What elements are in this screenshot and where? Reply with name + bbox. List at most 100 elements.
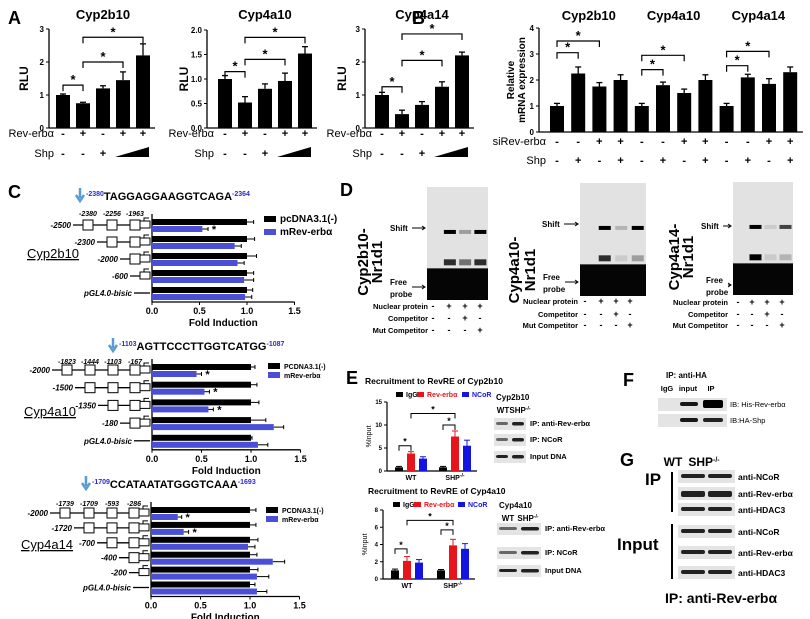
condition-label: Competitor bbox=[388, 314, 428, 323]
blot-band bbox=[681, 507, 705, 511]
condition-mark: - bbox=[766, 320, 769, 330]
panel-letter-F: F bbox=[623, 370, 634, 390]
category-name: SHP bbox=[445, 475, 460, 482]
construct-label: -200 bbox=[111, 569, 128, 578]
legend-swatch bbox=[393, 502, 400, 507]
bar-igg bbox=[391, 570, 399, 579]
gel-row-label: IP: anti-Rev-erbα bbox=[530, 419, 590, 428]
gel-title: Cyp4a10 bbox=[499, 501, 532, 510]
bar-rev-erbα bbox=[403, 560, 411, 579]
condition-mark: + bbox=[462, 301, 467, 311]
legend-label: mRev-erbα bbox=[280, 227, 333, 238]
arrow-down-icon bbox=[80, 476, 92, 492]
free-probe-band bbox=[427, 268, 488, 300]
blot-band bbox=[708, 529, 732, 533]
condition-label: Mut Competitor bbox=[373, 326, 428, 335]
probe-label: Cyp4a10- bbox=[506, 237, 523, 304]
arrow-right-icon bbox=[412, 284, 426, 290]
tss-arrow-icon bbox=[143, 234, 149, 238]
condition-mark: - bbox=[737, 320, 740, 330]
tss-arrow-icon bbox=[143, 217, 149, 221]
significance-star: * bbox=[429, 21, 435, 36]
condition-mark: - bbox=[464, 325, 467, 335]
bar-rev-erba bbox=[152, 260, 238, 266]
increasing-dose-ramp bbox=[277, 147, 311, 157]
co-ip-panel: IP: anti-HA IgG input IP IB: His-Rev-erbα IB:… bbox=[658, 371, 786, 427]
blot-band bbox=[512, 455, 524, 459]
bar-rev-erbα bbox=[449, 545, 457, 579]
revre-site-box bbox=[107, 399, 119, 411]
blot-band bbox=[703, 400, 723, 408]
lane-name: WT bbox=[497, 406, 510, 415]
chip-pcr-gel: Cyp2b10 WT SHP-/- IP: anti-Rev-erbα IP: NCoR… bbox=[494, 393, 590, 463]
bar-rev-erba bbox=[152, 424, 274, 431]
revre-site-box bbox=[129, 236, 141, 248]
bar-rev-erba bbox=[152, 243, 235, 249]
arrow-right-icon bbox=[565, 279, 579, 285]
arrow-right-icon bbox=[727, 282, 732, 288]
bar-rev-erba bbox=[151, 543, 249, 550]
x-tick-label: 1.0 bbox=[244, 601, 257, 611]
free-probe-band bbox=[580, 264, 646, 296]
sequence-text: CCATAATATGGGTCAAA bbox=[110, 479, 238, 491]
bar bbox=[136, 55, 150, 128]
bar bbox=[455, 55, 469, 128]
y-tick-label: 15 bbox=[375, 400, 382, 406]
condition-mark: + bbox=[617, 136, 623, 148]
significance-bracket bbox=[442, 424, 456, 430]
bar-rev-erbα bbox=[407, 453, 415, 471]
blot-band bbox=[680, 402, 698, 406]
sequence-text: AGTTCCCTTGGTCATGG bbox=[137, 341, 267, 353]
revre-site-box bbox=[129, 253, 141, 265]
significance-bracket bbox=[641, 54, 685, 62]
condition-mark: - bbox=[223, 148, 227, 160]
revre-site-box bbox=[129, 417, 141, 429]
blot-band bbox=[681, 529, 705, 533]
blot-band bbox=[681, 570, 705, 574]
blot-band bbox=[708, 507, 732, 511]
chart-E-Cyp2b10: Recruitment to RevRE of Cyp2b10 IgG Rev-er… bbox=[365, 376, 503, 482]
shift-band bbox=[779, 224, 792, 229]
x-tick-label: 0.0 bbox=[146, 306, 159, 316]
bar-igg bbox=[439, 467, 447, 471]
blot-band bbox=[521, 551, 539, 555]
construct-label: pGL4.0-bisic bbox=[83, 437, 133, 446]
significance-star: * bbox=[431, 405, 435, 415]
significance-star: * bbox=[192, 527, 197, 539]
condition-mark: + bbox=[459, 128, 465, 140]
condition-mark: - bbox=[781, 309, 784, 319]
construct-label: -2500 bbox=[51, 221, 72, 230]
chart-title: Cyp4a10 bbox=[238, 7, 291, 22]
gel-row-label: IP: anti-Rev-erbα bbox=[545, 524, 605, 533]
probe-label: Nr1d1 bbox=[522, 249, 539, 292]
lane-label: IgG bbox=[661, 384, 674, 393]
significance-bracket bbox=[381, 86, 403, 93]
condition-label: Rev-erbα bbox=[169, 128, 215, 140]
significance-star: * bbox=[419, 47, 425, 62]
shift-band bbox=[598, 225, 611, 230]
legend-swatch bbox=[266, 507, 278, 513]
condition-mark: + bbox=[419, 148, 425, 160]
condition-mark: - bbox=[584, 320, 587, 330]
condition-mark: + bbox=[242, 128, 248, 140]
blot-strip bbox=[494, 418, 526, 430]
bar bbox=[613, 80, 628, 132]
blot-label: anti-HDAC3 bbox=[738, 568, 785, 578]
lane-label: SHP-/- bbox=[509, 406, 531, 415]
significance-bracket bbox=[244, 36, 306, 44]
condition-label: Rev-erbα bbox=[9, 128, 55, 140]
blot-strip bbox=[678, 503, 735, 516]
condition-mark: - bbox=[380, 128, 384, 140]
significance-bracket bbox=[556, 40, 600, 47]
panel-letter-E: E bbox=[346, 368, 358, 388]
revre-site-box bbox=[84, 382, 96, 394]
blot-strip bbox=[678, 470, 735, 483]
condition-mark: + bbox=[477, 301, 482, 311]
shift-label: Shift bbox=[542, 220, 560, 229]
y-tick-label: 2.0 bbox=[191, 26, 203, 35]
construct-label: -2000 bbox=[28, 509, 49, 518]
y-tick-label: 5 bbox=[379, 446, 383, 452]
condition-mark: - bbox=[640, 136, 644, 148]
y-tick-label: 3 bbox=[40, 25, 45, 34]
chart-title: Recruitment to RevRE of Cyp2b10 bbox=[365, 376, 503, 386]
